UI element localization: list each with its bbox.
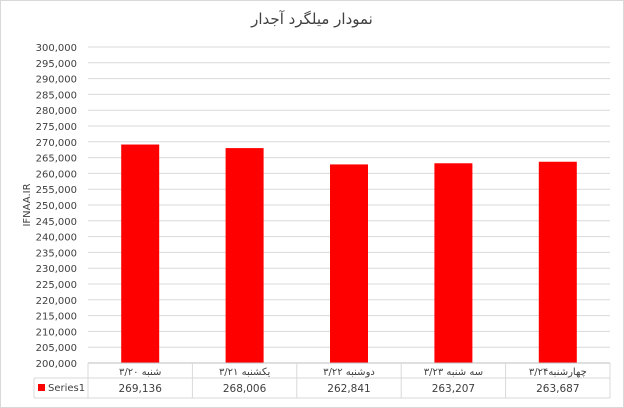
y-tick-label: 250,000 xyxy=(36,201,77,212)
y-tick-label: 265,000 xyxy=(36,154,77,165)
y-tick-label: 235,000 xyxy=(36,248,77,259)
y-tick-label: 240,000 xyxy=(36,233,77,244)
y-tick-label: 255,000 xyxy=(36,185,77,196)
y-axis-label: IFNAA.IR xyxy=(22,183,33,226)
y-tick-label: 285,000 xyxy=(36,90,77,101)
y-tick-label: 270,000 xyxy=(36,138,77,149)
y-tick-label: 220,000 xyxy=(36,296,77,307)
y-tick-label: 245,000 xyxy=(36,217,77,228)
y-tick-label: 230,000 xyxy=(36,264,77,275)
x-category-label: سه شنبه ۳/۲۳ xyxy=(424,367,483,378)
y-tick-label: 290,000 xyxy=(36,75,77,86)
x-category-label: شنبه ۳/۲۰ xyxy=(119,367,161,378)
x-category-label: دوشنبه ۳/۲۲ xyxy=(323,367,375,378)
y-tick-label: 260,000 xyxy=(36,169,77,180)
legend-key xyxy=(38,384,45,391)
data-label: 262,841 xyxy=(327,383,370,395)
legend-label: Series1 xyxy=(48,383,85,394)
data-label: 263,207 xyxy=(432,383,475,395)
data-label: 263,687 xyxy=(536,383,579,395)
data-label: 269,136 xyxy=(118,383,162,395)
y-tick-label: 200,000 xyxy=(36,359,77,370)
bar xyxy=(538,161,577,363)
y-tick-label: 280,000 xyxy=(36,106,77,117)
data-label: 268,006 xyxy=(223,383,267,395)
y-tick-label: 300,000 xyxy=(36,43,77,54)
bar xyxy=(121,144,160,363)
bar xyxy=(225,148,264,363)
x-category-label: یکشنبه ۳/۲۱ xyxy=(219,367,271,378)
y-tick-label: 295,000 xyxy=(36,59,77,70)
y-tick-label: 225,000 xyxy=(36,280,77,291)
bar xyxy=(330,164,368,363)
y-tick-label: 205,000 xyxy=(36,343,77,354)
bar xyxy=(434,163,473,363)
x-category-label: چهارشنبه۳/۲۴ xyxy=(529,367,587,378)
y-tick-label: 215,000 xyxy=(36,312,77,323)
y-tick-label: 210,000 xyxy=(36,327,77,338)
chart-title: نمودار میلگرد آجدار xyxy=(250,10,373,28)
y-tick-label: 275,000 xyxy=(36,122,77,133)
